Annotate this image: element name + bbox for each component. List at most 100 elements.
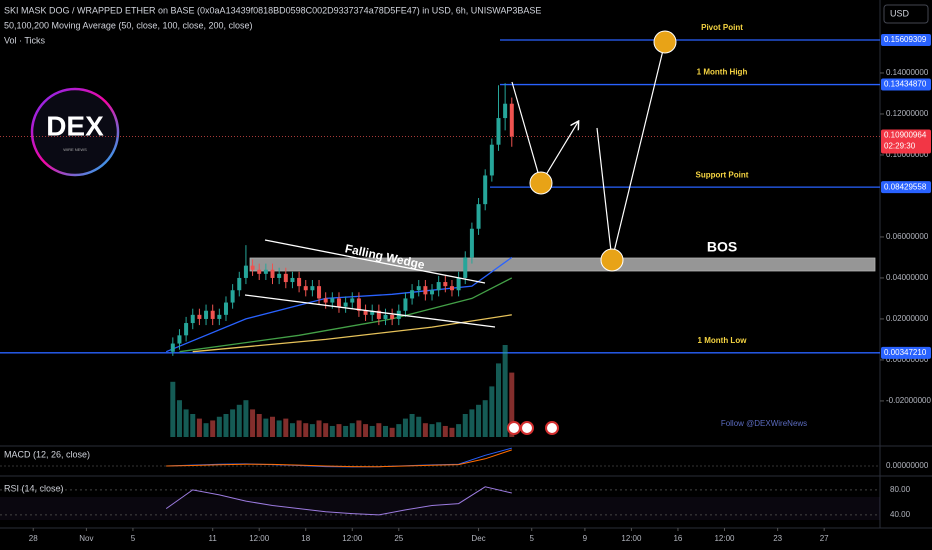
level-name: 1 Month Low: [698, 336, 748, 345]
candle-body: [170, 343, 175, 352]
volume-bar: [296, 420, 302, 437]
candle-body: [330, 298, 335, 303]
candle-body: [184, 323, 189, 336]
candle-body: [503, 103, 508, 119]
candle-body: [496, 118, 501, 145]
candle-body: [436, 282, 441, 291]
bos-label: BOS: [707, 239, 737, 255]
candle-body: [456, 277, 461, 291]
volume-bar: [276, 420, 282, 437]
volume-bar: [336, 424, 342, 437]
volume-bar: [223, 414, 229, 437]
x-tick-label: 25: [394, 534, 403, 543]
candle-body: [257, 269, 262, 274]
volume-bar: [396, 424, 402, 437]
candle-body: [410, 290, 415, 299]
volume-bar: [469, 409, 475, 437]
x-tick-label: 12:00: [714, 534, 735, 543]
volume-bar: [449, 427, 455, 437]
y-tick-label: 0.00000000: [886, 355, 929, 364]
currency-box[interactable]: [883, 4, 929, 24]
volume-bar: [250, 409, 256, 437]
y-tick-label: 0.14000000: [886, 68, 929, 77]
candle-body: [430, 290, 435, 295]
candle-body: [190, 314, 195, 324]
volume-bar: [489, 386, 495, 437]
candle-body: [343, 302, 348, 307]
volume-bar: [369, 425, 375, 437]
volume-bar: [349, 423, 355, 437]
candle-body: [303, 286, 308, 291]
rsi-tick-label: 80.00: [890, 485, 911, 494]
y-tick-label: 0.04000000: [886, 273, 929, 282]
candle-body: [217, 314, 222, 319]
rsi-tick-label: 40.00: [890, 510, 911, 519]
y-tick-label: 0.06000000: [886, 232, 929, 241]
currency[interactable]: USD: [890, 8, 910, 18]
volume-bar: [196, 418, 202, 437]
candle-body: [223, 302, 228, 315]
volume-bar: [230, 409, 236, 437]
level-tag-text: 0.00347210: [884, 348, 927, 357]
level-tag-text: 0.08429558: [884, 182, 927, 191]
price-tag: [881, 129, 931, 154]
x-tick-label: 12:00: [621, 534, 642, 543]
candle-body: [290, 277, 295, 283]
volume-bar: [303, 423, 309, 437]
level-tag-text: 0.13434870: [884, 80, 927, 89]
volume-bar: [462, 414, 468, 437]
x-tick-label: 5: [529, 534, 534, 543]
volume-bar: [482, 400, 488, 437]
level-tag: [881, 181, 931, 194]
volume-bar: [382, 425, 388, 437]
candle-body: [383, 314, 388, 319]
level-name: Pivot Point: [701, 23, 743, 32]
x-tick-label: 9: [583, 534, 588, 543]
volume-bar: [263, 418, 269, 437]
volume-bar: [376, 423, 382, 437]
level-tag: [881, 78, 931, 91]
volume-bar: [316, 420, 322, 437]
candle-body: [230, 290, 235, 303]
level-name: Support Point: [696, 170, 749, 179]
ma-label: 50,100,200 Moving Average (50, close, 10…: [4, 20, 253, 30]
volume-bar: [323, 423, 329, 437]
x-tick-label: 16: [673, 534, 682, 543]
x-tick-label: 18: [301, 534, 310, 543]
volume-bar: [329, 425, 335, 437]
volume-bar: [356, 420, 362, 437]
volume-bar: [389, 427, 395, 437]
candle-body: [323, 298, 328, 303]
volume-bar: [203, 423, 209, 437]
volume-bar: [170, 381, 176, 437]
x-tick-label: 28: [29, 534, 38, 543]
logo-subtext: WIRE NEWS: [63, 147, 87, 152]
volume-bar: [243, 400, 249, 437]
macd-title: MACD (12, 26, close): [4, 449, 90, 459]
y-tick-label: 0.12000000: [886, 109, 929, 118]
volume-bar: [236, 404, 242, 437]
volume-bar: [283, 418, 289, 437]
candle-body: [376, 310, 381, 319]
volume-bar: [416, 416, 422, 437]
macd-signal: [166, 449, 512, 468]
volume-bar: [476, 404, 482, 437]
volume-bar: [256, 414, 262, 437]
volume-bar: [495, 363, 501, 437]
volume-bar: [442, 425, 448, 437]
follow-label: Follow @DEXWireNews: [721, 419, 807, 428]
x-tick-label: 27: [820, 534, 829, 543]
candle-body: [350, 298, 355, 303]
candle-body: [509, 103, 514, 137]
candle-body: [483, 175, 488, 205]
volume-bar: [190, 414, 196, 437]
candle-body: [416, 286, 421, 291]
x-tick-label: 23: [773, 534, 782, 543]
x-tick-label: Dec: [471, 534, 485, 543]
bos-zone: [249, 257, 876, 272]
candle-body: [356, 298, 361, 311]
candle-body: [310, 286, 315, 291]
candle-body: [297, 277, 302, 287]
candle-body: [476, 204, 481, 229]
candle-body: [177, 335, 182, 344]
